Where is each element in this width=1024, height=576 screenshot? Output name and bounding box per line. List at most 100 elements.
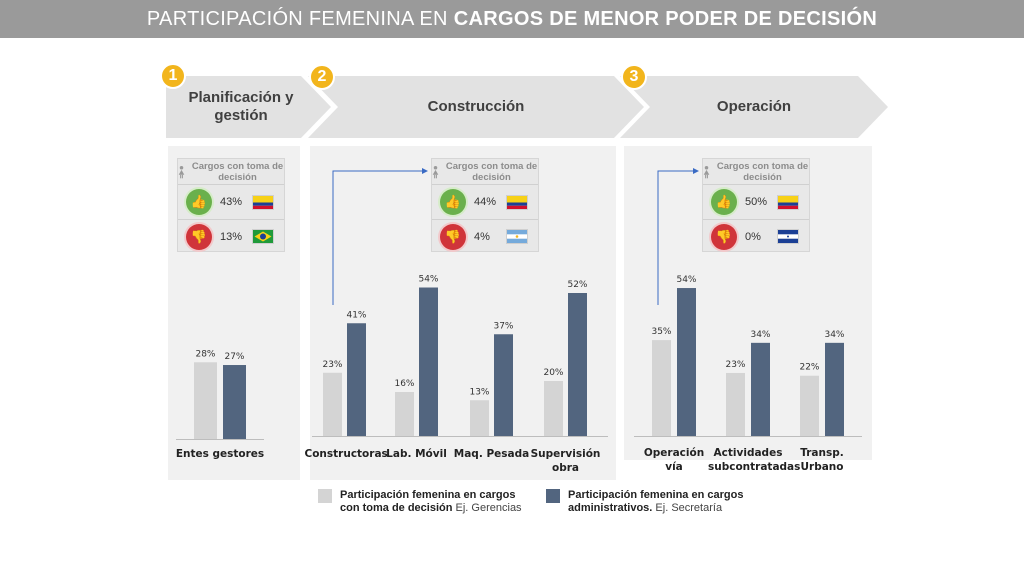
category-label: Transp. Urbano <box>800 447 844 473</box>
info-row-down: 👎 0% <box>703 219 809 253</box>
thumbs-down-icon: 👎 <box>711 223 737 250</box>
chevron-arrow-shape <box>308 76 644 138</box>
info-value-down: 13% <box>220 230 243 243</box>
thumbs-up-icon: 👍 <box>711 189 737 215</box>
bar-administrativo <box>825 342 844 436</box>
info-value-up: 50% <box>745 196 768 208</box>
bar-administrativo <box>568 293 587 436</box>
thumbs-down-icon: 👎 <box>440 223 466 250</box>
data-label: 16% <box>394 379 414 389</box>
data-label: 37% <box>493 321 513 331</box>
bar-administrativo <box>677 288 696 436</box>
info-value-down: 4% <box>474 230 490 243</box>
info-value-down: 0% <box>745 230 761 243</box>
legend-swatch-light <box>318 489 332 503</box>
chart-operacion: 35% 54% 23% 34% 22% 34% <box>634 275 862 437</box>
bar-decision <box>726 372 745 436</box>
info-row-up: 👍 43% <box>178 185 284 219</box>
data-label: 27% <box>224 352 244 362</box>
stage-2-label: Construcción <box>427 98 525 115</box>
data-label: 13% <box>469 387 489 397</box>
thumbs-up-icon: 👍 <box>440 189 466 215</box>
page-title: PARTICIPACIÓN FEMENINA EN CARGOS DE MENO… <box>0 0 1024 38</box>
data-label: 20% <box>543 368 563 378</box>
argentina-flag-icon <box>506 229 528 244</box>
data-label: 28% <box>195 349 215 359</box>
data-label: 22% <box>799 363 819 373</box>
data-label: 35% <box>651 327 671 337</box>
info-row-up: 👍 50% <box>703 185 809 219</box>
bar-administrativo <box>751 342 770 436</box>
stage-3-badge: 3 <box>621 64 647 90</box>
bar-administrativo <box>494 334 513 436</box>
chart-planificacion: 28% 27% <box>176 349 264 440</box>
woman-icon <box>703 165 710 178</box>
bar-decision <box>470 400 489 436</box>
category-label: Supervisión obra <box>530 448 601 474</box>
legend-swatch-dark <box>546 489 560 503</box>
category-label: Maq. Pesada <box>453 448 530 460</box>
info-row-down: 👎 4% <box>432 219 538 253</box>
colombia-flag-icon <box>252 194 274 210</box>
stage-1-arrow: Planificación y gestión <box>166 76 331 138</box>
thumbs-up-icon: 👍 <box>186 189 212 215</box>
title-light: PARTICIPACIÓN FEMENINA EN <box>146 7 448 30</box>
data-label: 23% <box>322 360 342 370</box>
bar-decision <box>800 375 819 436</box>
bar-administrativo <box>347 323 366 436</box>
info-row-up: 👍 44% <box>432 185 538 219</box>
info-value-up: 43% <box>220 196 243 208</box>
info-box-header: Cargos con toma de decisión <box>178 159 284 185</box>
info-row-down: 👎 13% <box>178 219 284 253</box>
info-box-header-text: Cargos con toma de decisión <box>445 160 538 183</box>
info-box-header: Cargos con toma de decisión <box>432 159 538 185</box>
data-label: 34% <box>750 330 770 340</box>
bar-decision <box>395 392 414 436</box>
legend-item-decision: Participación femenina en cargos con tom… <box>318 489 533 515</box>
data-label: 34% <box>824 330 844 340</box>
stage-1-label: Planificación y gestión <box>188 89 294 124</box>
data-label: 54% <box>418 275 438 285</box>
info-box-header-text: Cargos con toma de decisión <box>716 160 809 183</box>
chevron-arrow-shape <box>620 76 888 138</box>
woman-icon <box>432 165 439 178</box>
bar-decision <box>652 340 671 436</box>
legend-decision-bold: Participación femenina en cargos con tom… <box>340 489 516 514</box>
data-label: 54% <box>676 275 696 285</box>
stage-3-label: Operación <box>716 98 792 115</box>
chart-construccion: 23% 41% 16% 54% 13% 37% 20% 52% <box>312 275 608 437</box>
stage-1-badge: 1 <box>160 63 186 89</box>
honduras-flag-icon <box>777 229 799 244</box>
category-label: Constructoras <box>304 448 388 460</box>
data-label: 52% <box>567 280 587 290</box>
title-bold: CARGOS DE MENOR PODER DE DECISIÓN <box>453 7 878 30</box>
data-label: 41% <box>346 310 366 320</box>
connector-line-operacion <box>657 168 699 305</box>
colombia-flag-icon <box>777 194 799 210</box>
brazil-flag-icon <box>252 229 274 244</box>
bar-decision <box>544 381 563 436</box>
info-box-operacion: Cargos con toma de decisión 👍 50% 👎 0% <box>702 158 810 252</box>
stage-2-arrow: Construcción <box>308 76 644 138</box>
info-box-planificacion: Cargos con toma de decisión 👍 43% 👎 13% <box>177 158 285 252</box>
legend-admin-bold: Participación femenina en cargos adminis… <box>568 489 744 514</box>
bar-administrativo <box>419 287 438 436</box>
info-box-header: Cargos con toma de decisión <box>703 159 809 185</box>
legend-admin-example: Ej. Secretaría <box>655 502 723 514</box>
colombia-flag-icon <box>506 194 528 210</box>
category-label: Operación vía <box>643 447 705 473</box>
bar-administrativo <box>223 365 246 439</box>
legend-decision-example: Ej. Gerencias <box>455 502 522 514</box>
connector-line-construccion <box>332 168 428 305</box>
bar-decision <box>194 362 217 439</box>
thumbs-down-icon: 👎 <box>186 223 212 250</box>
stage-2-badge: 2 <box>309 64 335 90</box>
category-label: Actividades subcontratadas <box>708 447 801 473</box>
info-box-construccion: Cargos con toma de decisión 👍 44% 👎 4% <box>431 158 539 252</box>
category-label: Lab. Móvil <box>386 448 447 460</box>
chevron-arrow-shape <box>166 76 331 138</box>
category-label: Entes gestores <box>175 448 265 460</box>
woman-icon <box>178 165 185 178</box>
bar-decision <box>323 372 342 436</box>
